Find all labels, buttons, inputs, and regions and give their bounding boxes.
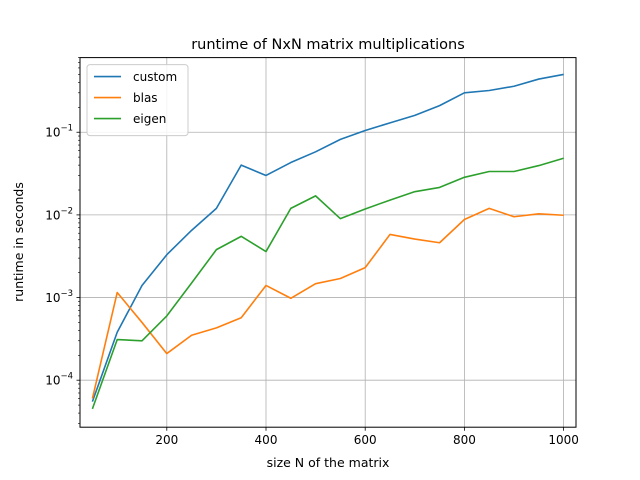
legend-label-blas: blas xyxy=(133,91,158,105)
series-lines xyxy=(91,73,564,410)
x-tick-label: 400 xyxy=(255,433,278,447)
x-tick-label: 800 xyxy=(453,433,476,447)
x-tick-label: 200 xyxy=(155,433,178,447)
series-line-custom xyxy=(91,73,564,402)
legend-label-custom: custom xyxy=(133,70,177,84)
x-axis-ticks: 200 400 600 800 1000 xyxy=(155,427,579,447)
y-tick-label: 10−1 xyxy=(45,124,73,140)
y-tick-label: 10−4 xyxy=(45,372,73,388)
series-line-blas xyxy=(91,207,564,399)
y-axis-ticks: 10−4 10−3 10−2 10−1 xyxy=(45,57,80,424)
x-tick-label: 1000 xyxy=(548,433,579,447)
series-line-eigen xyxy=(91,157,564,410)
plot-frame xyxy=(79,57,577,428)
grid-lines xyxy=(80,57,576,428)
legend: custom blas eigen xyxy=(86,64,189,137)
x-axis-label: size N of the matrix xyxy=(267,455,390,470)
legend-label-eigen: eigen xyxy=(133,112,166,126)
y-axis-label: runtime in seconds xyxy=(11,182,26,302)
y-tick-label: 10−2 xyxy=(45,206,73,222)
x-tick-label: 600 xyxy=(354,433,377,447)
y-tick-label: 10−3 xyxy=(45,289,73,305)
chart-title: runtime of NxN matrix multiplications xyxy=(191,37,465,53)
